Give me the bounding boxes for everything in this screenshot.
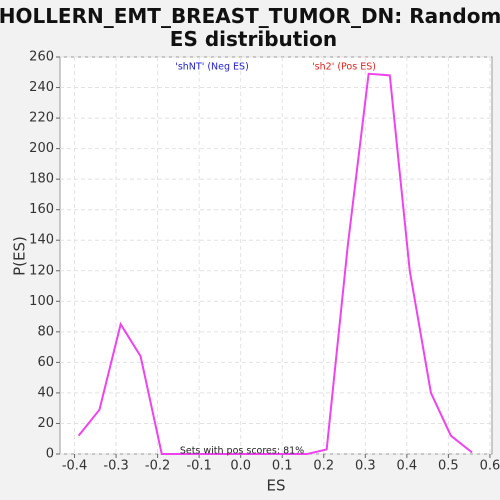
y-tick-label: 160 — [29, 202, 54, 217]
annotation: Sets with pos scores: 81% — [180, 446, 304, 457]
x-tick-label: 0.3 — [355, 459, 376, 474]
y-tick-label: 80 — [37, 324, 54, 339]
y-axis-label: P(ES) — [11, 236, 29, 276]
x-tick-label: 0.2 — [313, 459, 334, 474]
x-tick-label: -0.3 — [103, 459, 128, 474]
y-tick-label: 180 — [29, 172, 54, 187]
x-tick-label: 0.0 — [230, 459, 251, 474]
y-tick-label: 260 — [29, 50, 54, 65]
x-tick-label: 0.1 — [272, 459, 293, 474]
annotation: 'sh2' (Pos ES) — [312, 62, 376, 73]
x-tick-label: 0.5 — [438, 459, 459, 474]
y-tick-label: 240 — [29, 80, 54, 95]
y-tick-label: 200 — [29, 141, 54, 156]
line-series — [77, 72, 473, 455]
y-tick-label: 20 — [37, 416, 54, 431]
y-tick-label: 220 — [29, 111, 54, 126]
x-axis-label: ES — [267, 477, 286, 495]
y-tick-label: 100 — [29, 294, 54, 309]
y-tick-label: 120 — [29, 263, 54, 278]
plot-area — [59, 56, 493, 455]
x-tick-label: -0.4 — [62, 459, 87, 474]
y-tick-label: 0 — [46, 447, 54, 462]
y-tick-label: 140 — [29, 233, 54, 248]
y-tick-label: 60 — [37, 355, 54, 370]
x-tick-label: 0.6 — [480, 459, 500, 474]
chart-title: HOLLERN_EMT_BREAST_TUMOR_DN: Random ES d… — [0, 4, 500, 51]
annotation: 'shNT' (Neg ES) — [175, 62, 249, 73]
x-tick-label: 0.4 — [397, 459, 418, 474]
x-tick-label: -0.2 — [145, 459, 170, 474]
x-tick-label: -0.1 — [186, 459, 211, 474]
y-tick-label: 40 — [37, 385, 54, 400]
